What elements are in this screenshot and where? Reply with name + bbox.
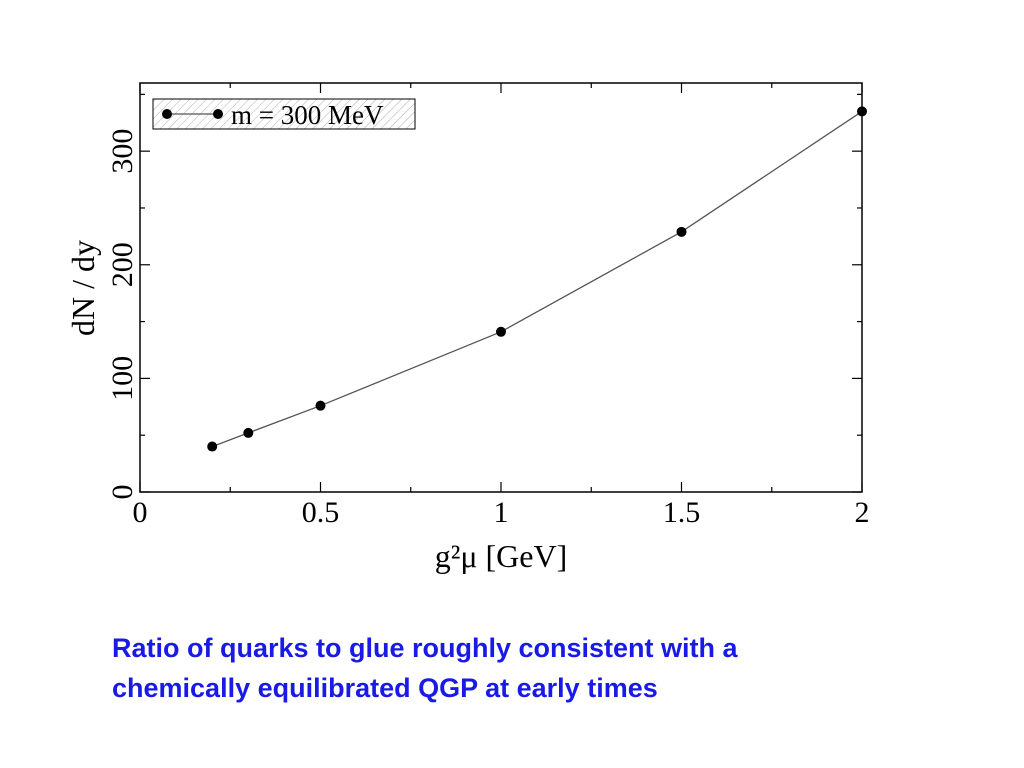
x-tick-label: 0.5 bbox=[302, 496, 340, 529]
chart: 0 0.5 1 1.5 2 0 100 200 300 m = 300 MeV g²μ [GeV… bbox=[65, 82, 870, 574]
x-tick-label: 1 bbox=[494, 496, 509, 529]
data-point bbox=[496, 326, 506, 337]
data-point bbox=[676, 226, 687, 237]
caption-line-1: Ratio of quarks to glue roughly consiste… bbox=[112, 633, 738, 663]
y-tick-label: 200 bbox=[106, 242, 139, 287]
series-layer bbox=[207, 106, 867, 452]
x-tick-label: 2 bbox=[855, 496, 870, 529]
y-tick-label: 0 bbox=[106, 485, 139, 500]
y-axis-title: dN / dy bbox=[65, 240, 101, 336]
x-tick-label: 0 bbox=[133, 496, 148, 529]
y-tick-label: 100 bbox=[106, 356, 139, 401]
x-tick-label: 1.5 bbox=[663, 496, 701, 529]
legend-label: m = 300 MeV bbox=[231, 100, 384, 130]
data-point bbox=[207, 441, 218, 452]
legend-marker-right bbox=[213, 109, 223, 119]
data-point bbox=[857, 106, 867, 117]
y-tick-label: 300 bbox=[106, 129, 139, 174]
tick-labels: 0 0.5 1 1.5 2 0 100 200 300 bbox=[106, 129, 870, 529]
data-point bbox=[315, 400, 326, 411]
caption-line-2: chemically equilibrated QGP at early tim… bbox=[112, 673, 658, 703]
caption: Ratio of quarks to glue roughly consiste… bbox=[112, 628, 972, 708]
legend-box bbox=[152, 98, 416, 130]
plot-frame bbox=[139, 82, 863, 493]
data-point bbox=[243, 427, 254, 438]
legend-marker-left bbox=[162, 109, 172, 119]
legend: m = 300 MeV bbox=[152, 98, 416, 130]
series-line bbox=[211, 110, 863, 448]
x-axis-title: g²μ [GeV] bbox=[435, 538, 567, 574]
